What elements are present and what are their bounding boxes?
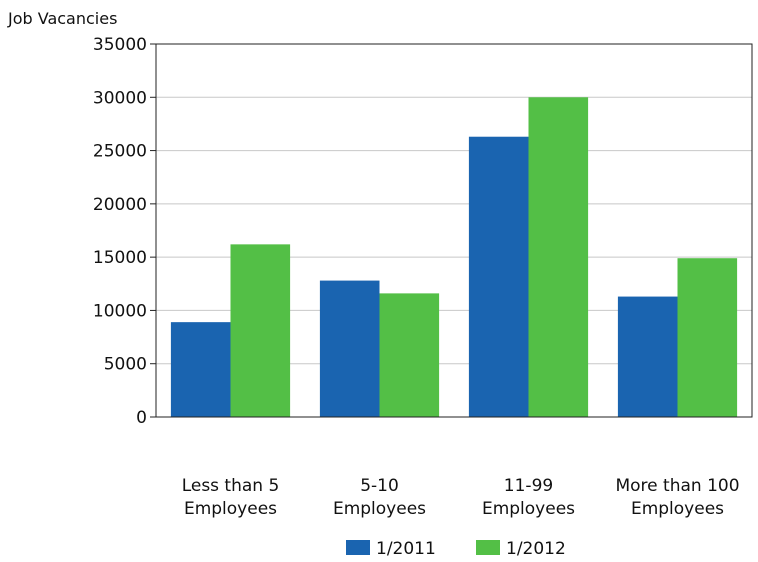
y-tick-label: 15000	[93, 248, 147, 268]
bar	[170, 322, 231, 417]
bar	[617, 296, 678, 417]
y-axis-label: Job Vacancies	[7, 9, 117, 28]
y-tick-label: 0	[136, 408, 147, 428]
legend-label: 1/2011	[376, 539, 436, 559]
y-tick-label: 30000	[93, 88, 147, 108]
legend-item: 1/2011	[346, 539, 436, 559]
bar	[528, 97, 589, 418]
bar	[230, 244, 291, 417]
x-tick-label: 5-10 Employees	[333, 476, 426, 519]
legend: 1/2011 1/2012	[346, 539, 566, 559]
bars	[170, 97, 738, 418]
x-tick-label: 11-99 Employees	[482, 476, 575, 519]
bar	[468, 136, 529, 417]
legend-swatch	[476, 540, 500, 555]
x-axis-ticks: Less than 5 Employees 5-10 Employees 11-99 Em…	[182, 476, 740, 519]
y-tick-label: 20000	[93, 195, 147, 215]
bar	[319, 280, 380, 417]
y-tick-label: 5000	[104, 355, 147, 375]
legend-label: 1/2012	[506, 539, 566, 559]
y-tick-label: 25000	[93, 142, 147, 162]
legend-swatch	[346, 540, 370, 555]
plot-frame	[155, 43, 753, 418]
x-tick-label: Less than 5 Employees	[182, 476, 280, 519]
bar	[677, 258, 738, 417]
y-axis-ticks: 0 5000 10000 15000 20000 25000 30000 35000	[93, 35, 156, 428]
bar	[379, 293, 440, 417]
legend-item: 1/2012	[476, 539, 566, 559]
x-tick-label: More than 100 Employees	[615, 476, 739, 519]
y-tick-label: 10000	[93, 301, 147, 321]
y-tick-label: 35000	[93, 35, 147, 55]
